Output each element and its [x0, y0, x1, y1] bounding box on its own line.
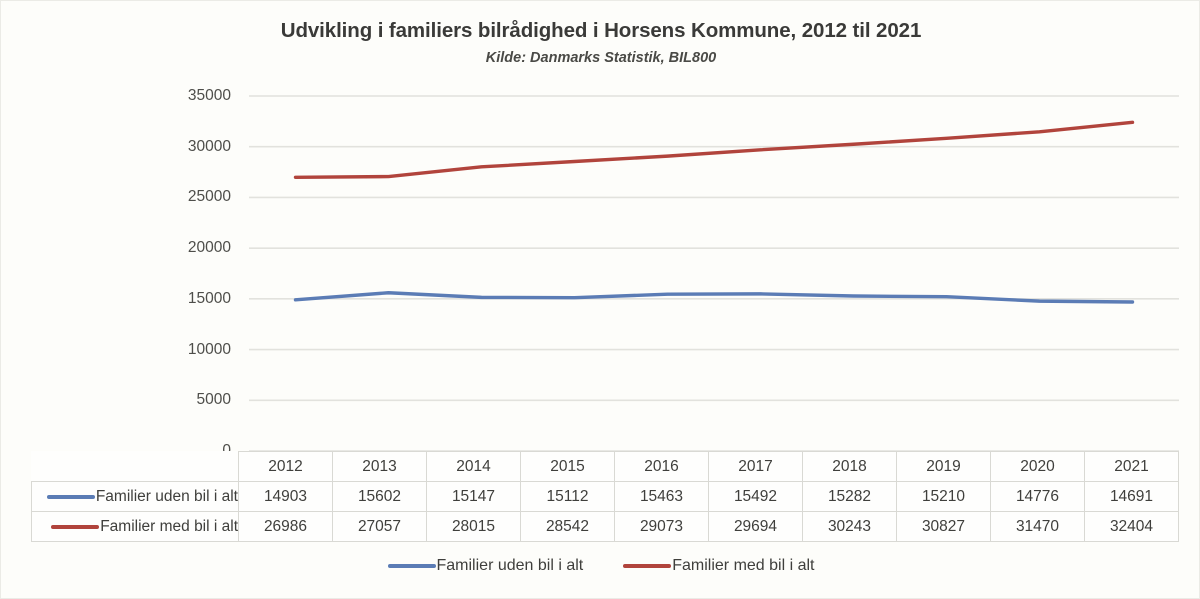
table-cell: 15210: [896, 481, 991, 512]
table-cell: 15492: [708, 481, 803, 512]
table-cell: 15602: [332, 481, 427, 512]
series-line-0: [293, 291, 1135, 304]
plot-area: [249, 95, 1179, 452]
table-cell: 15282: [802, 481, 897, 512]
legend-item-1[interactable]: Familier med bil i alt: [623, 557, 815, 575]
y-axis-tick-label: 25000: [187, 188, 231, 206]
legend-item-0[interactable]: Familier uden bil i alt: [387, 557, 584, 575]
series-name-label: Familier med bil i alt: [100, 517, 238, 535]
series-color-swatch-icon: [51, 524, 100, 529]
table-cell: 28542: [520, 511, 615, 542]
table-row: Familier uden bil i alt 14903 15602 15147 15…: [31, 481, 1179, 512]
table-column-header: 2014: [426, 451, 521, 482]
table-corner-cell: [32, 452, 239, 482]
table-cell: 15147: [426, 481, 521, 512]
table-column-header: 2012: [238, 451, 333, 482]
y-axis-tick-label: 20000: [187, 239, 231, 257]
table-column-header: 2013: [332, 451, 427, 482]
data-table: 2012 2013 2014 2015 2016 2017 2018 2019 2020 2021…: [31, 451, 1179, 542]
table-row-key-0: Familier uden bil i alt: [31, 481, 239, 512]
legend-color-swatch-icon: [387, 563, 436, 569]
y-axis-tick-label: 10000: [187, 340, 231, 358]
y-axis-tick-label: 15000: [187, 289, 231, 307]
table-column-header: 2020: [990, 451, 1085, 482]
series-color-swatch-icon: [46, 494, 95, 499]
table-cell: 26986: [238, 511, 333, 542]
table-cell: 14691: [1084, 481, 1179, 512]
series-name-label: Familier uden bil i alt: [95, 487, 238, 505]
table-row: Familier med bil i alt 26986 27057 28015 285…: [31, 511, 1179, 542]
table-column-header: 2017: [708, 451, 803, 482]
legend-label: Familier uden bil i alt: [436, 557, 584, 574]
legend-color-swatch-icon: [623, 563, 672, 569]
series-line-1: [293, 120, 1135, 179]
table-cell: 15112: [520, 481, 615, 512]
table-cell: 14776: [990, 481, 1085, 512]
table-cell: 15463: [614, 481, 709, 512]
table-column-header: 2021: [1084, 451, 1179, 482]
y-axis-tick-label: 35000: [187, 87, 231, 104]
legend-label: Familier med bil i alt: [672, 557, 815, 574]
plot-svg: [249, 95, 1179, 452]
table-cell: 29073: [614, 511, 709, 542]
table-cell: 30243: [802, 511, 897, 542]
table-cell: 32404: [1084, 511, 1179, 542]
chart-title: Udvikling i familiers bilrådighed i Hors…: [280, 19, 922, 42]
table-cell: 30827: [896, 511, 991, 542]
table-header-row: 2012 2013 2014 2015 2016 2017 2018 2019 2020 2021: [32, 451, 1179, 482]
chart-subtitle: Kilde: Danmarks Statistik, BIL800: [485, 50, 717, 66]
chart-legend: Familier uden bil i alt Familier med bil …: [1, 557, 1200, 575]
table-cell: 14903: [238, 481, 333, 512]
table-cell: 27057: [332, 511, 427, 542]
table-cell: 31470: [990, 511, 1085, 542]
table-column-header: 2016: [614, 451, 709, 482]
table-column-header: 2018: [802, 451, 897, 482]
table-cell: 29694: [708, 511, 803, 542]
table-column-header: 2015: [520, 451, 615, 482]
table-cell: 28015: [426, 511, 521, 542]
y-axis-tick-label: 5000: [196, 391, 231, 409]
table-column-header: 2019: [896, 451, 991, 482]
table-row-key-1: Familier med bil i alt: [31, 511, 239, 542]
y-axis-tick-label: 30000: [187, 137, 231, 155]
data-table-container: 2012 2013 2014 2015 2016 2017 2018 2019 2020 2021…: [31, 451, 1179, 542]
y-axis: 35000 30000 25000 20000 15000 10000 5000 0: [151, 87, 241, 459]
y-axis-tick-label: 0: [222, 442, 231, 460]
